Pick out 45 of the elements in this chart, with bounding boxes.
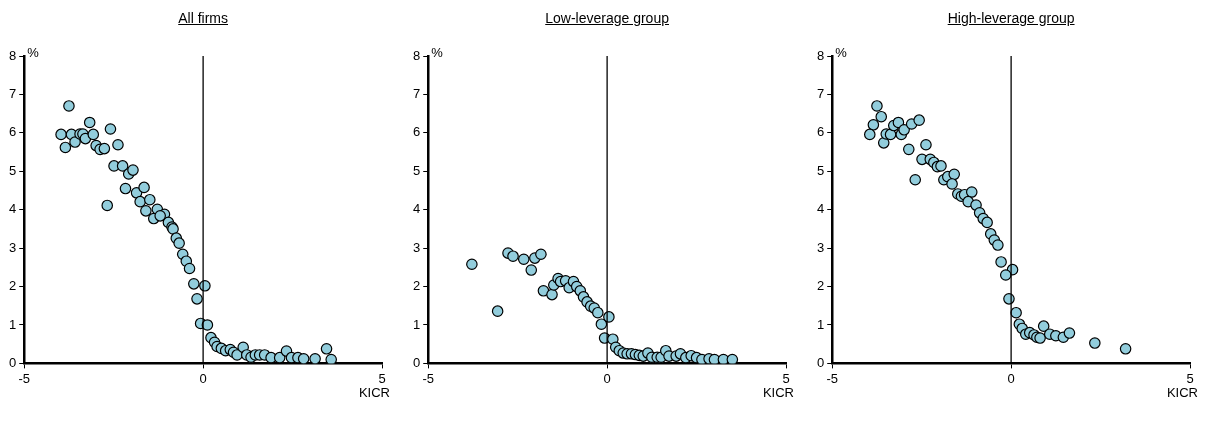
y-tick-label: 5 (9, 162, 17, 178)
y-tick-label: 3 (817, 239, 825, 255)
y-tick-label: 1 (413, 316, 421, 332)
y-tick-label: 2 (413, 278, 421, 294)
x-tick-label: -5 (826, 370, 839, 386)
y-tick-label: 4 (817, 201, 825, 217)
chart-title: Low-leverage group (545, 10, 669, 26)
y-tick-label: 1 (817, 316, 825, 332)
y-axis-title: % (27, 45, 40, 61)
y-tick-label: 7 (9, 86, 17, 101)
y-tick-label: 8 (413, 47, 421, 63)
y-tick-label: 8 (9, 47, 17, 63)
y-tick-label: 2 (9, 278, 17, 294)
y-tick-label: 0 (413, 354, 421, 370)
y-tick-label: 7 (817, 86, 825, 101)
y-tick-label: 6 (817, 124, 825, 140)
y-tick-label: 3 (413, 239, 421, 255)
y-tick-label: 0 (817, 354, 825, 370)
y-tick-label: 5 (817, 162, 825, 178)
x-axis-title: KICR (358, 385, 390, 401)
y-tick-label: 1 (9, 316, 17, 332)
y-tick-label: 5 (413, 162, 421, 178)
chart-title: All firms (178, 10, 228, 26)
x-axis-title: KICR (762, 385, 794, 401)
y-tick-label: 7 (413, 86, 421, 101)
x-tick-label: -5 (422, 370, 435, 386)
y-axis-title: % (835, 45, 848, 61)
x-tick-label: 5 (782, 370, 790, 386)
x-tick-label: -5 (18, 370, 31, 386)
chart-title: High-leverage group (947, 10, 1075, 26)
y-tick-label: 3 (9, 239, 17, 255)
x-tick-label: 0 (199, 370, 207, 386)
x-tick-label: 5 (378, 370, 386, 386)
y-tick-label: 6 (413, 124, 421, 140)
y-axis-title: % (431, 45, 444, 61)
x-axis-title: KICR (1166, 385, 1198, 401)
y-tick-label: 6 (9, 124, 17, 140)
x-tick-label: 0 (1007, 370, 1015, 386)
y-tick-label: 8 (817, 47, 825, 63)
y-tick-label: 4 (9, 201, 17, 217)
x-tick-label: 0 (603, 370, 611, 386)
y-tick-label: 2 (817, 278, 825, 294)
y-tick-label: 0 (9, 354, 17, 370)
y-tick-label: 4 (413, 201, 421, 217)
x-tick-label: 5 (1186, 370, 1194, 386)
